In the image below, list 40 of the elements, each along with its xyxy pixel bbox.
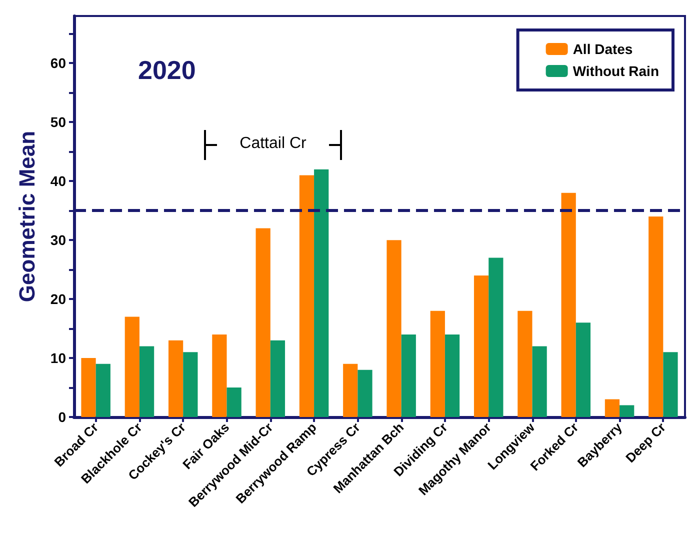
bar [474,275,489,417]
bar [314,169,329,417]
bar [270,340,286,417]
bar [183,352,198,417]
bar [561,192,576,417]
bar [430,310,445,417]
y-tick-label: 40 [50,173,66,190]
bar [620,405,634,417]
bar [532,346,547,417]
bar [343,364,358,417]
bar [212,334,227,417]
bar [81,358,96,417]
y-tick-label: 20 [50,291,66,308]
bar [386,240,402,417]
y-axis-title: Geometric Mean [14,130,40,302]
bar [648,216,664,417]
bar [299,175,314,417]
bar [576,322,591,417]
bar [488,258,504,417]
legend-label: All Dates [572,41,633,57]
bar [518,310,532,417]
bar [256,228,270,417]
annotation: Cattail Cr [238,135,308,153]
y-tick-label: 50 [50,114,66,130]
bar [401,334,416,417]
bar [96,364,110,417]
y-tick-label: 60 [50,55,66,72]
bar [168,340,184,417]
bar [139,346,154,417]
bar [226,388,242,417]
text: 2020 [138,55,196,85]
bar [358,370,372,417]
legend-label: Without Rain [572,63,659,79]
y-tick-label: 10 [50,350,66,366]
y-tick-label: 30 [50,232,66,248]
bar [604,399,620,417]
bar [444,334,460,417]
bar [124,316,140,417]
y-tick-label: 0 [58,409,66,425]
bar [663,352,678,417]
